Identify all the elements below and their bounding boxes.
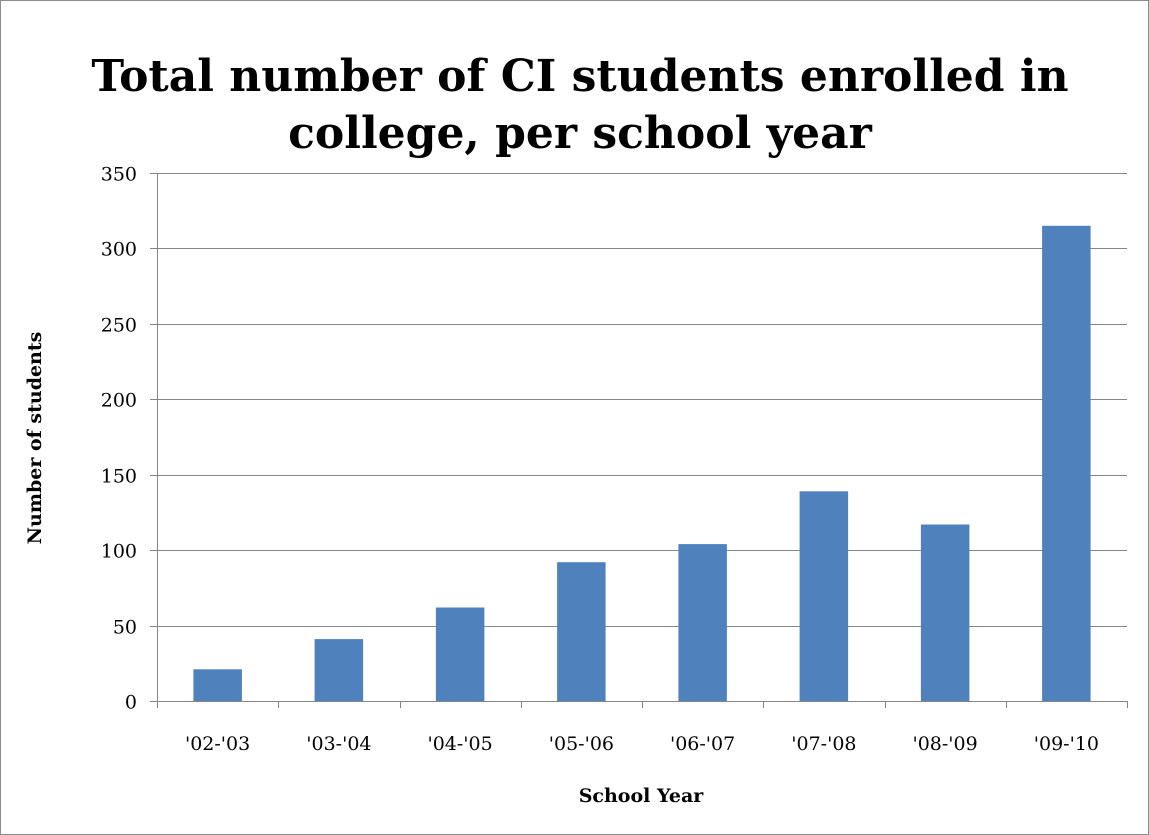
x-axis-title: School Year	[579, 785, 705, 807]
bar-7	[1042, 225, 1091, 702]
x-axis	[157, 173, 1128, 708]
chart-title-line-1: Total number of CI students enrolled in	[91, 51, 1068, 102]
x-tick-label: '09-'10	[1034, 733, 1099, 755]
y-tick-label: 100	[101, 541, 137, 563]
y-axis-title: Number of students	[24, 332, 46, 545]
bar-0	[193, 669, 242, 701]
y-tick-label: 50	[113, 617, 137, 639]
y-tick-label: 150	[101, 466, 137, 488]
bar-4	[678, 544, 727, 701]
x-tick-label: '08-'09	[912, 733, 977, 755]
bar-5	[799, 491, 849, 701]
bar-2	[435, 607, 485, 701]
x-tick-label: '06-'07	[670, 733, 735, 755]
gridlines	[157, 173, 1127, 627]
bar-6	[920, 524, 970, 701]
y-tick-label: 0	[125, 692, 137, 714]
y-tick-label: 300	[101, 239, 137, 261]
bar-1	[314, 639, 364, 701]
x-tick-label: '04-'05	[427, 733, 492, 755]
y-tick-label: 200	[101, 390, 137, 412]
y-tick-label: 350	[101, 164, 137, 186]
x-tick-label: '03-'04	[306, 733, 371, 755]
x-tick-label: '02-'03	[185, 733, 250, 755]
chart-title-line-2: college, per school year	[288, 108, 873, 159]
x-tick-label: '07-'08	[791, 733, 856, 755]
y-tick-labels: 0 50 100 150 200 250 300 350	[101, 164, 157, 714]
bars	[193, 225, 1091, 702]
x-tick-labels: '02-'03 '03-'04 '04-'05 '05-'06 '06-'07 '07-'…	[185, 733, 1099, 755]
bar-3	[557, 562, 606, 701]
x-tick-label: '05-'06	[549, 733, 614, 755]
y-tick-label: 250	[101, 315, 137, 337]
